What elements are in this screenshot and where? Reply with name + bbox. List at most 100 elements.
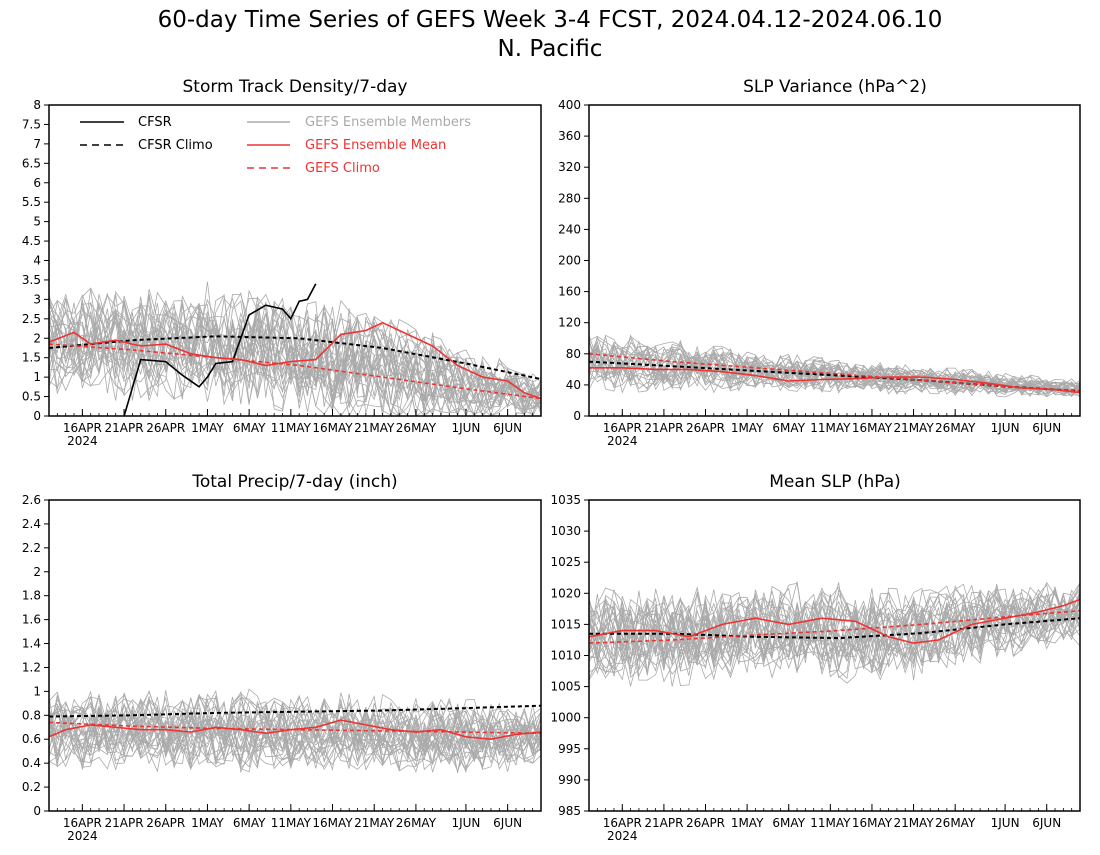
- y-tick-label: 1.8: [22, 589, 41, 603]
- ensemble-member-line: [48, 712, 542, 771]
- y-tick-label: 7.5: [22, 117, 41, 131]
- ensemble-member-line: [48, 327, 542, 417]
- y-tick-label: 1030: [550, 524, 581, 538]
- ensemble-member-line: [588, 593, 1081, 675]
- x-tick-label: 1JUN: [991, 816, 1020, 830]
- y-tick-label: 6.5: [22, 156, 41, 170]
- ensemble-members-mean-slp: [588, 581, 1081, 688]
- y-tick-label: 120: [558, 316, 581, 330]
- ensemble-member-line: [48, 688, 542, 750]
- y-tick-label: 2: [33, 565, 41, 579]
- series-gefs-climo-line: [588, 609, 1081, 644]
- ensemble-member-line: [48, 301, 542, 410]
- x-tick-label: 26APR: [146, 421, 185, 435]
- y-tick-label: 2: [33, 331, 41, 345]
- y-tick-label: 0.5: [22, 390, 41, 404]
- legend: CFSR CFSR Climo GEFS Ensemble Members GE…: [80, 115, 471, 176]
- ensemble-member-line: [48, 281, 542, 395]
- x-year-label: 2024: [607, 829, 638, 843]
- ensemble-member-line: [588, 604, 1081, 681]
- y-tick-label: 2.2: [22, 541, 41, 555]
- ensemble-member-line: [588, 340, 1081, 394]
- y-tick-label: 2.4: [22, 517, 41, 531]
- x-tick-label: 16MAY: [312, 816, 353, 830]
- x-tick-label: 11MAY: [810, 421, 851, 435]
- y-tick-label: 200: [558, 254, 581, 268]
- y-tick-label: 1: [33, 370, 41, 384]
- y-tick-label: 3.5: [22, 273, 41, 287]
- ensemble-members-precip: [48, 688, 542, 774]
- x-tick-label: 11MAY: [810, 816, 851, 830]
- ensemble-member-line: [48, 694, 542, 757]
- series-cfsr-climo-line: [589, 617, 1081, 640]
- y-tick-label: 80: [566, 347, 581, 361]
- legend-label-mean: GEFS Ensemble Mean: [305, 138, 446, 153]
- ensemble-members-storm-track: [48, 281, 542, 418]
- x-tick-label: 16MAY: [852, 421, 893, 435]
- x-tick-label: 16APR: [63, 816, 102, 830]
- y-tick-label: 4.5: [22, 234, 41, 248]
- x-tick-label: 6MAY: [772, 421, 805, 435]
- x-tick-label: 11MAY: [271, 816, 312, 830]
- panel-mean-slp: 985 990 995 1000 1005 1010 1015 1020 1025 1030 103…: [550, 493, 1081, 843]
- x-tick-label: 21APR: [105, 816, 144, 830]
- y-tick-label: 1005: [550, 680, 581, 694]
- x-tick-label: 16APR: [603, 421, 642, 435]
- series-cfsr-climo-line: [588, 360, 1081, 393]
- y-tick-label: 1: [33, 684, 41, 698]
- y-tick-label: 1010: [550, 649, 581, 663]
- x-tick-label: 21MAY: [893, 816, 934, 830]
- ensemble-member-line: [48, 690, 542, 753]
- y-tick-label: 1025: [550, 555, 581, 569]
- y-tick-label: 995: [558, 742, 581, 756]
- y-tick-label: 0: [33, 409, 41, 423]
- y-tick-label: 5: [33, 215, 41, 229]
- ensemble-member-line: [48, 311, 542, 415]
- x-tick-label: 26MAY: [396, 421, 437, 435]
- y-tick-label: 280: [558, 191, 581, 205]
- y-tick-label: 160: [558, 285, 581, 299]
- x-tick-label: 16APR: [63, 421, 102, 435]
- ensemble-member-line: [48, 288, 542, 404]
- ensemble-member-line: [588, 593, 1081, 675]
- ensemble-member-line: [48, 318, 542, 418]
- y-tick-label: 1.2: [22, 660, 41, 674]
- x-tick-label: 21APR: [644, 816, 683, 830]
- x-tick-label: 6JUN: [1032, 421, 1061, 435]
- x-tick-label: 1JUN: [991, 421, 1020, 435]
- y-tick-label: 990: [558, 773, 581, 787]
- ensemble-member-line: [48, 297, 542, 405]
- y-tick-label: 985: [558, 804, 581, 818]
- ensemble-member-line: [588, 589, 1081, 664]
- y-tick-label: 4: [33, 254, 41, 268]
- x-tick-label: 21APR: [105, 421, 144, 435]
- x-tick-label: 21MAY: [893, 421, 934, 435]
- y-tick-label: 360: [558, 129, 581, 143]
- y-tick-label: 0.4: [22, 756, 41, 770]
- x-year-label: 2024: [607, 434, 638, 448]
- x-year-label: 2024: [67, 434, 98, 448]
- y-tick-label: 2.5: [22, 312, 41, 326]
- ensemble-member-line: [48, 318, 542, 417]
- panel-title-mean-slp: Mean SLP (hPa): [769, 472, 901, 492]
- x-tick-label: 1MAY: [731, 816, 764, 830]
- y-tick-label: 1015: [550, 617, 581, 631]
- y-tick-label: 400: [558, 98, 581, 112]
- y-tick-label: 6: [33, 176, 41, 190]
- ensemble-member-line: [48, 707, 542, 766]
- y-tick-label: 8: [33, 98, 41, 112]
- x-tick-label: 1MAY: [731, 421, 764, 435]
- x-tick-label: 1JUN: [451, 816, 480, 830]
- x-tick-label: 6JUN: [1032, 816, 1061, 830]
- series-cfsr-climo-line: [48, 704, 542, 718]
- y-tick-label: 2.6: [22, 493, 41, 507]
- y-tick-label: 1035: [550, 493, 581, 507]
- x-tick-label: 6MAY: [772, 816, 805, 830]
- ensemble-member-line: [588, 341, 1081, 393]
- x-tick-label: 26MAY: [935, 816, 976, 830]
- y-tick-label: 0.2: [22, 780, 41, 794]
- plot-frame: [48, 499, 542, 812]
